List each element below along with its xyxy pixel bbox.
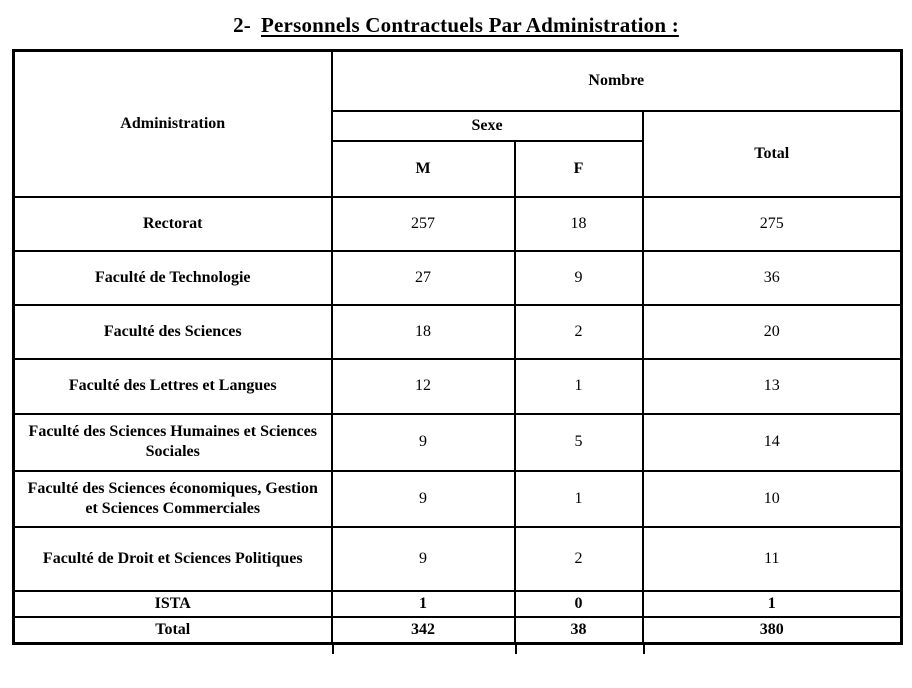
table-row-sciences-humaines: Faculté des Sciences Humaines et Science…: [12, 412, 903, 472]
row-value-total: 1: [641, 589, 903, 618]
table-row-rectorat: Rectorat 257 18 275: [12, 195, 903, 252]
row-label: Faculté des Sciences économiques, Gestio…: [12, 469, 333, 528]
header-row-nombre: Administration Nombre: [12, 49, 903, 198]
row-value-total: 20: [641, 303, 903, 360]
row-label: Faculté de Technologie: [12, 249, 333, 306]
row-value-total: 13: [641, 357, 903, 415]
header-administration: Administration: [12, 49, 333, 198]
personnel-table: Administration Nombre Sexe Total M F Rec…: [12, 49, 904, 645]
row-value-f: 2: [513, 525, 644, 592]
row-value-f: 2: [513, 303, 644, 360]
table-row-sciences: Faculté des Sciences 18 2 20: [12, 303, 903, 360]
row-label: Faculté des Sciences Humaines et Science…: [12, 412, 333, 472]
row-value-m: 342: [330, 615, 516, 644]
row-value-m: 9: [330, 525, 516, 592]
row-value-m: 9: [330, 412, 516, 472]
row-value-f: 5: [513, 412, 644, 472]
table-row-total: Total 342 38 380: [12, 615, 903, 644]
row-value-total: 14: [641, 412, 903, 472]
table-row-droit-politiques: Faculté de Droit et Sciences Politiques …: [12, 525, 903, 592]
page-title-number: 2-: [233, 13, 251, 37]
row-label: ISTA: [12, 589, 333, 618]
row-value-total: 11: [641, 525, 903, 592]
row-value-f: 18: [513, 195, 644, 252]
row-value-m: 27: [330, 249, 516, 306]
table-row-sciences-economiques: Faculté des Sciences économiques, Gestio…: [12, 469, 903, 528]
table-row-technologie: Faculté de Technologie 27 9 36: [12, 249, 903, 306]
header-total: Total: [641, 109, 903, 198]
table-row-ista: ISTA 1 0 1: [12, 589, 903, 618]
column-rule-stubs: [12, 644, 900, 654]
header-row-mf: M F: [14, 139, 902, 198]
column-rule-stub: [643, 644, 645, 654]
column-rule-stub: [332, 644, 334, 654]
row-value-m: 257: [330, 195, 516, 252]
row-value-m: 1: [330, 589, 516, 618]
row-value-total: 10: [641, 469, 903, 528]
row-value-total: 380: [641, 615, 903, 644]
row-value-m: 12: [330, 357, 516, 415]
row-value-f: 1: [513, 357, 644, 415]
page-title: 2- Personnels Contractuels Par Administra…: [0, 13, 912, 38]
row-value-total: 36: [641, 249, 903, 306]
header-nombre: Nombre: [330, 49, 903, 112]
header-f: F: [513, 139, 644, 198]
row-label: Rectorat: [12, 195, 333, 252]
row-value-f: 9: [513, 249, 644, 306]
row-label: Total: [12, 615, 333, 644]
header-sexe: Sexe: [330, 109, 644, 142]
header-m: M: [330, 139, 516, 198]
page-title-text: Personnels Contractuels Par Administrati…: [261, 13, 679, 37]
table-row-lettres-langues: Faculté des Lettres et Langues 12 1 13: [12, 357, 903, 415]
row-label: Faculté des Sciences: [12, 303, 333, 360]
row-value-f: 1: [513, 469, 644, 528]
header-row-sexe: Sexe Total: [14, 109, 903, 198]
row-label: Faculté des Lettres et Langues: [12, 357, 333, 415]
column-rule-stub: [515, 644, 517, 654]
row-label: Faculté de Droit et Sciences Politiques: [12, 525, 333, 592]
row-value-m: 9: [330, 469, 516, 528]
row-value-f: 38: [513, 615, 644, 644]
row-value-m: 18: [330, 303, 516, 360]
row-value-f: 0: [513, 589, 644, 618]
row-value-total: 275: [641, 195, 903, 252]
